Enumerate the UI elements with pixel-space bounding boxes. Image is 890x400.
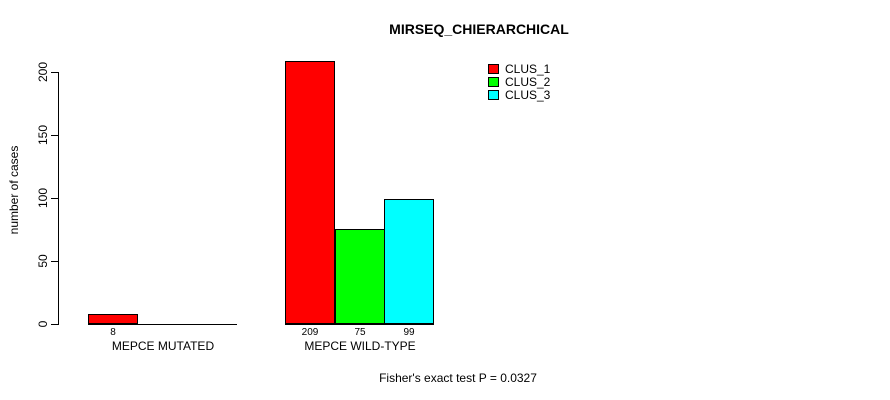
legend-swatch-clus_2 — [488, 76, 499, 87]
bar-value-label: 8 — [110, 327, 116, 338]
legend: CLUS_1 CLUS_2 CLUS_3 — [488, 61, 551, 102]
y-tick-mark — [51, 324, 58, 325]
y-axis-label: number of cases — [7, 145, 21, 235]
y-tick-mark — [51, 135, 58, 136]
bar-clus_3 — [384, 199, 434, 324]
y-tick-label: 200 — [36, 61, 50, 83]
fisher-test-annotation: Fisher's exact test P = 0.0327 — [379, 371, 537, 385]
legend-swatch-clus_3 — [488, 89, 499, 100]
bar-value-label: 99 — [403, 327, 415, 338]
legend-label: CLUS_3 — [505, 87, 551, 102]
legend-swatch-clus_1 — [488, 63, 499, 74]
y-tick-label: 50 — [36, 254, 50, 268]
y-tick-label: 0 — [36, 320, 50, 328]
y-tick-mark — [51, 72, 58, 73]
chart-title: MIRSEQ_CHIERARCHICAL — [389, 21, 569, 37]
category-label: MEPCE WILD-TYPE — [304, 339, 416, 353]
legend-label: CLUS_1 — [505, 61, 551, 76]
bar-clus_1 — [88, 314, 138, 324]
bar-clus_2 — [335, 229, 385, 324]
y-axis-line — [58, 72, 59, 325]
y-tick-label: 100 — [36, 187, 50, 209]
y-tick-mark — [51, 198, 58, 199]
legend-item-clus_2: CLUS_2 — [488, 74, 551, 89]
bar-value-label: 209 — [301, 327, 319, 338]
bar-value-label: 75 — [354, 327, 366, 338]
legend-item-clus_1: CLUS_1 — [488, 61, 551, 76]
group-baseline — [88, 324, 237, 325]
legend-label: CLUS_2 — [505, 74, 551, 89]
y-tick-label: 150 — [36, 124, 50, 146]
bar-clus_1 — [285, 61, 335, 324]
group-baseline — [285, 324, 434, 325]
y-tick-mark — [51, 261, 58, 262]
category-label: MEPCE MUTATED — [111, 339, 215, 353]
legend-item-clus_3: CLUS_3 — [488, 87, 551, 102]
